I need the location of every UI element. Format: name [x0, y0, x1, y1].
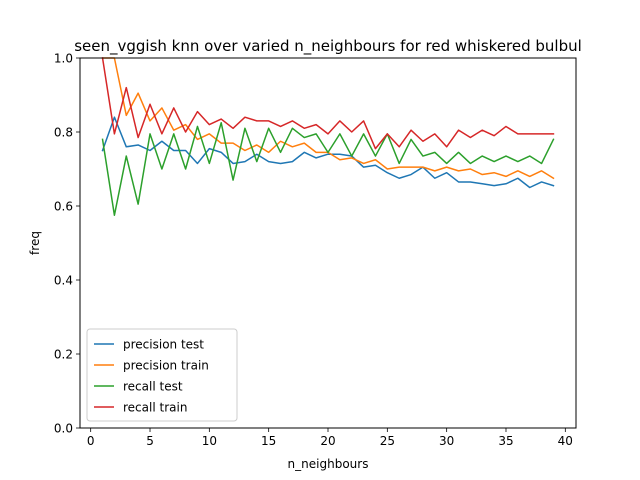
x-tick-label: 15 [261, 434, 276, 448]
y-axis-ticks: 0.0 0.2 0.4 0.6 0.8 1.0 [54, 52, 80, 436]
y-tick-label: 0.2 [54, 348, 73, 362]
x-tick-label: 40 [558, 434, 573, 448]
legend-entry-label: recall test [123, 380, 183, 394]
chart-title: seen_vggish knn over varied n_neighbours… [74, 37, 582, 56]
y-tick-label: 0.0 [54, 422, 73, 436]
y-axis-label: freq [28, 231, 42, 255]
legend: precision test precision train recall test… [86, 328, 238, 422]
x-axis-label: n_neighbours [288, 457, 369, 471]
legend-entry-label: precision train [123, 359, 209, 373]
x-tick-label: 20 [320, 434, 335, 448]
x-tick-label: 10 [202, 434, 217, 448]
series-line-precision-test [101, 116, 555, 189]
x-tick-label: 25 [380, 434, 395, 448]
y-tick-label: 0.4 [54, 274, 73, 288]
y-tick-label: 0.8 [54, 126, 73, 140]
series-lines [101, 57, 555, 216]
series-line-recall-test [101, 122, 555, 216]
x-tick-label: 0 [87, 434, 95, 448]
x-tick-label: 30 [439, 434, 454, 448]
legend-entry-label: precision test [123, 338, 204, 352]
x-tick-label: 5 [146, 434, 154, 448]
legend-entry-label: recall train [123, 401, 187, 415]
y-tick-label: 0.6 [54, 200, 73, 214]
x-axis-ticks: 0 5 10 15 20 25 30 35 40 [87, 428, 573, 448]
legend-box [86, 328, 238, 422]
x-tick-label: 35 [498, 434, 513, 448]
y-tick-label: 1.0 [54, 52, 73, 66]
series-line-recall-train [101, 57, 555, 150]
